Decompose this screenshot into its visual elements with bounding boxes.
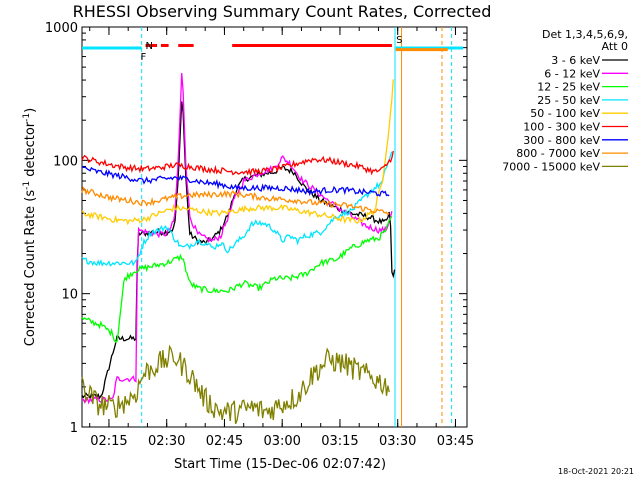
y-tick-label: 10 bbox=[61, 288, 78, 303]
x-tick-label: 03:15 bbox=[321, 434, 358, 449]
series-lines bbox=[81, 73, 396, 425]
y-axis: 1 10 100 1000 bbox=[45, 21, 467, 436]
legend-label: 25 - 50 keV bbox=[537, 94, 600, 107]
legend-label: 100 - 300 keV bbox=[523, 121, 600, 134]
series-line bbox=[81, 73, 393, 405]
series-line bbox=[81, 165, 390, 197]
legend-label: 6 - 12 keV bbox=[544, 67, 600, 80]
series-line bbox=[81, 150, 394, 177]
y-axis-label: Corrected Count Rate (s-1 detector-1) bbox=[22, 108, 38, 346]
flag-bars bbox=[82, 43, 464, 52]
legend-label: 3 - 6 keV bbox=[551, 54, 600, 67]
flag-label: F bbox=[141, 52, 147, 63]
flag-label: N bbox=[146, 41, 153, 52]
legend-label: 12 - 25 keV bbox=[537, 81, 600, 94]
series-line bbox=[81, 151, 393, 267]
legend-label: 300 - 800 keV bbox=[523, 134, 600, 147]
legend-label: 50 - 100 keV bbox=[530, 107, 600, 120]
x-tick-label: 02:15 bbox=[90, 434, 127, 449]
series-line bbox=[81, 79, 394, 226]
x-axis-label: Start Time (15-Dec-06 02:07:42) bbox=[174, 457, 386, 472]
x-tick-label: 02:30 bbox=[148, 434, 185, 449]
series-line bbox=[81, 344, 390, 425]
legend-header-2: Att 0 bbox=[602, 40, 628, 53]
series-line bbox=[81, 186, 390, 216]
plot-frame bbox=[81, 26, 468, 428]
flag-label: S bbox=[396, 35, 402, 46]
x-tick-label: 02:45 bbox=[206, 434, 243, 449]
legend-header-1: Det 1,3,4,5,6,9, bbox=[542, 28, 628, 41]
timestamp: 18-Oct-2021 20:21 bbox=[558, 467, 634, 476]
flag-labels: NF S bbox=[141, 35, 403, 63]
x-tick-label: 03:45 bbox=[437, 434, 474, 449]
y-tick-label: 1000 bbox=[45, 21, 78, 36]
x-tick-label: 03:30 bbox=[379, 434, 416, 449]
x-axis: 02:15 02:30 02:45 03:00 03:15 03:30 03:45 bbox=[89, 27, 474, 449]
vertical-markers bbox=[141, 27, 453, 427]
series-line bbox=[81, 215, 393, 343]
legend-label: 7000 - 15000 keV bbox=[502, 160, 600, 173]
chart-title: RHESSI Observing Summary Count Rates, Co… bbox=[73, 2, 492, 21]
y-tick-label: 100 bbox=[53, 154, 78, 169]
legend-label: 800 - 7000 keV bbox=[516, 147, 600, 160]
x-tick-label: 03:00 bbox=[263, 434, 300, 449]
y-tick-label: 1 bbox=[70, 421, 78, 436]
plot-area bbox=[81, 26, 468, 428]
